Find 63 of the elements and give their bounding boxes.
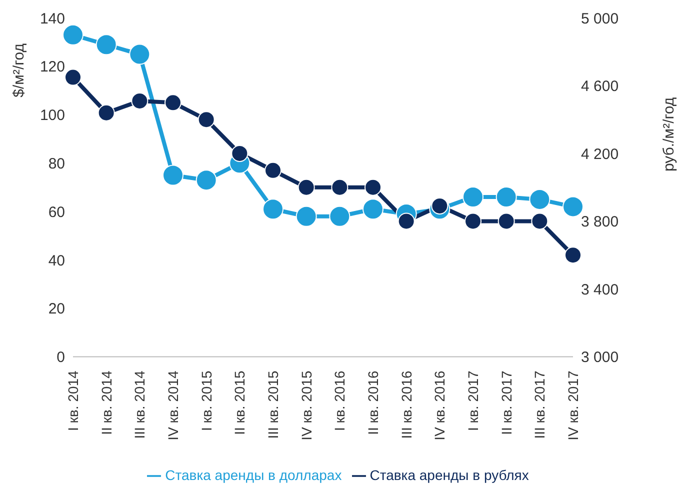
- x-tick-label: IV кв. 2014: [165, 370, 181, 440]
- point: [98, 104, 115, 122]
- point: [562, 196, 584, 218]
- y-tick-label: 20: [48, 300, 65, 318]
- y-tick-label: 60: [48, 204, 65, 221]
- y-tick-label: 140: [40, 10, 65, 28]
- x-tick-label: II кв. 2015: [232, 370, 248, 435]
- point: [131, 92, 148, 110]
- y2-tick-label: 3 000: [581, 349, 619, 366]
- y2-tick-label: 4 200: [581, 146, 619, 163]
- y2-axis-title: руб./м²/год: [660, 97, 678, 172]
- point: [462, 186, 484, 208]
- point: [531, 212, 548, 230]
- point: [431, 197, 448, 214]
- x-tick-label: III кв. 2014: [132, 370, 148, 439]
- point: [331, 178, 348, 196]
- point: [96, 34, 117, 56]
- y2-tick-label: 5 000: [581, 10, 619, 28]
- point: [529, 188, 550, 210]
- point: [464, 212, 482, 230]
- point: [162, 164, 184, 186]
- x-tick-label: III кв. 2016: [398, 370, 414, 439]
- y-tick-label: 100: [40, 107, 65, 124]
- point: [196, 170, 217, 191]
- y-tick-label: 120: [40, 58, 65, 76]
- point: [164, 94, 182, 112]
- y2-tick-label: 3 800: [581, 214, 619, 231]
- legend-label: Ставка аренды в рублях: [370, 466, 529, 483]
- x-tick-label: II кв. 2016: [365, 370, 381, 435]
- point: [498, 212, 515, 230]
- point: [496, 186, 517, 208]
- point: [129, 44, 150, 65]
- point: [198, 111, 215, 128]
- y-tick-label: 80: [48, 155, 65, 172]
- point: [364, 178, 382, 196]
- point: [62, 24, 84, 46]
- x-tick-label: IV кв. 2015: [298, 370, 314, 440]
- point: [262, 198, 284, 220]
- x-tick-label: II кв. 2017: [498, 370, 514, 435]
- y-axis-title: $/м²/год: [10, 43, 28, 98]
- x-tick-label: III кв. 2017: [532, 370, 548, 439]
- point: [264, 162, 282, 179]
- y2-tick-label: 4 600: [581, 78, 619, 96]
- y-tick-label: 40: [48, 252, 65, 270]
- x-tick-label: I кв. 2016: [332, 370, 348, 431]
- point: [296, 206, 317, 227]
- legend-label: Ставка аренды в долларах: [165, 466, 342, 483]
- x-tick-label: I кв. 2014: [65, 370, 81, 431]
- point: [298, 178, 315, 196]
- point: [398, 212, 415, 230]
- point: [329, 206, 350, 227]
- point: [362, 198, 384, 220]
- x-tick-label: IV кв. 2017: [565, 370, 581, 440]
- x-tick-label: I кв. 2015: [198, 370, 214, 431]
- y-tick-label: 0: [56, 349, 65, 366]
- point: [64, 68, 82, 86]
- y2-tick-label: 3 400: [581, 281, 619, 298]
- x-tick-label: I кв. 2017: [465, 370, 481, 431]
- point: [564, 246, 582, 264]
- x-tick-label: II кв. 2014: [98, 370, 114, 435]
- x-tick-label: IV кв. 2016: [432, 370, 448, 440]
- point: [231, 144, 248, 162]
- x-tick-label: III кв. 2015: [265, 370, 281, 439]
